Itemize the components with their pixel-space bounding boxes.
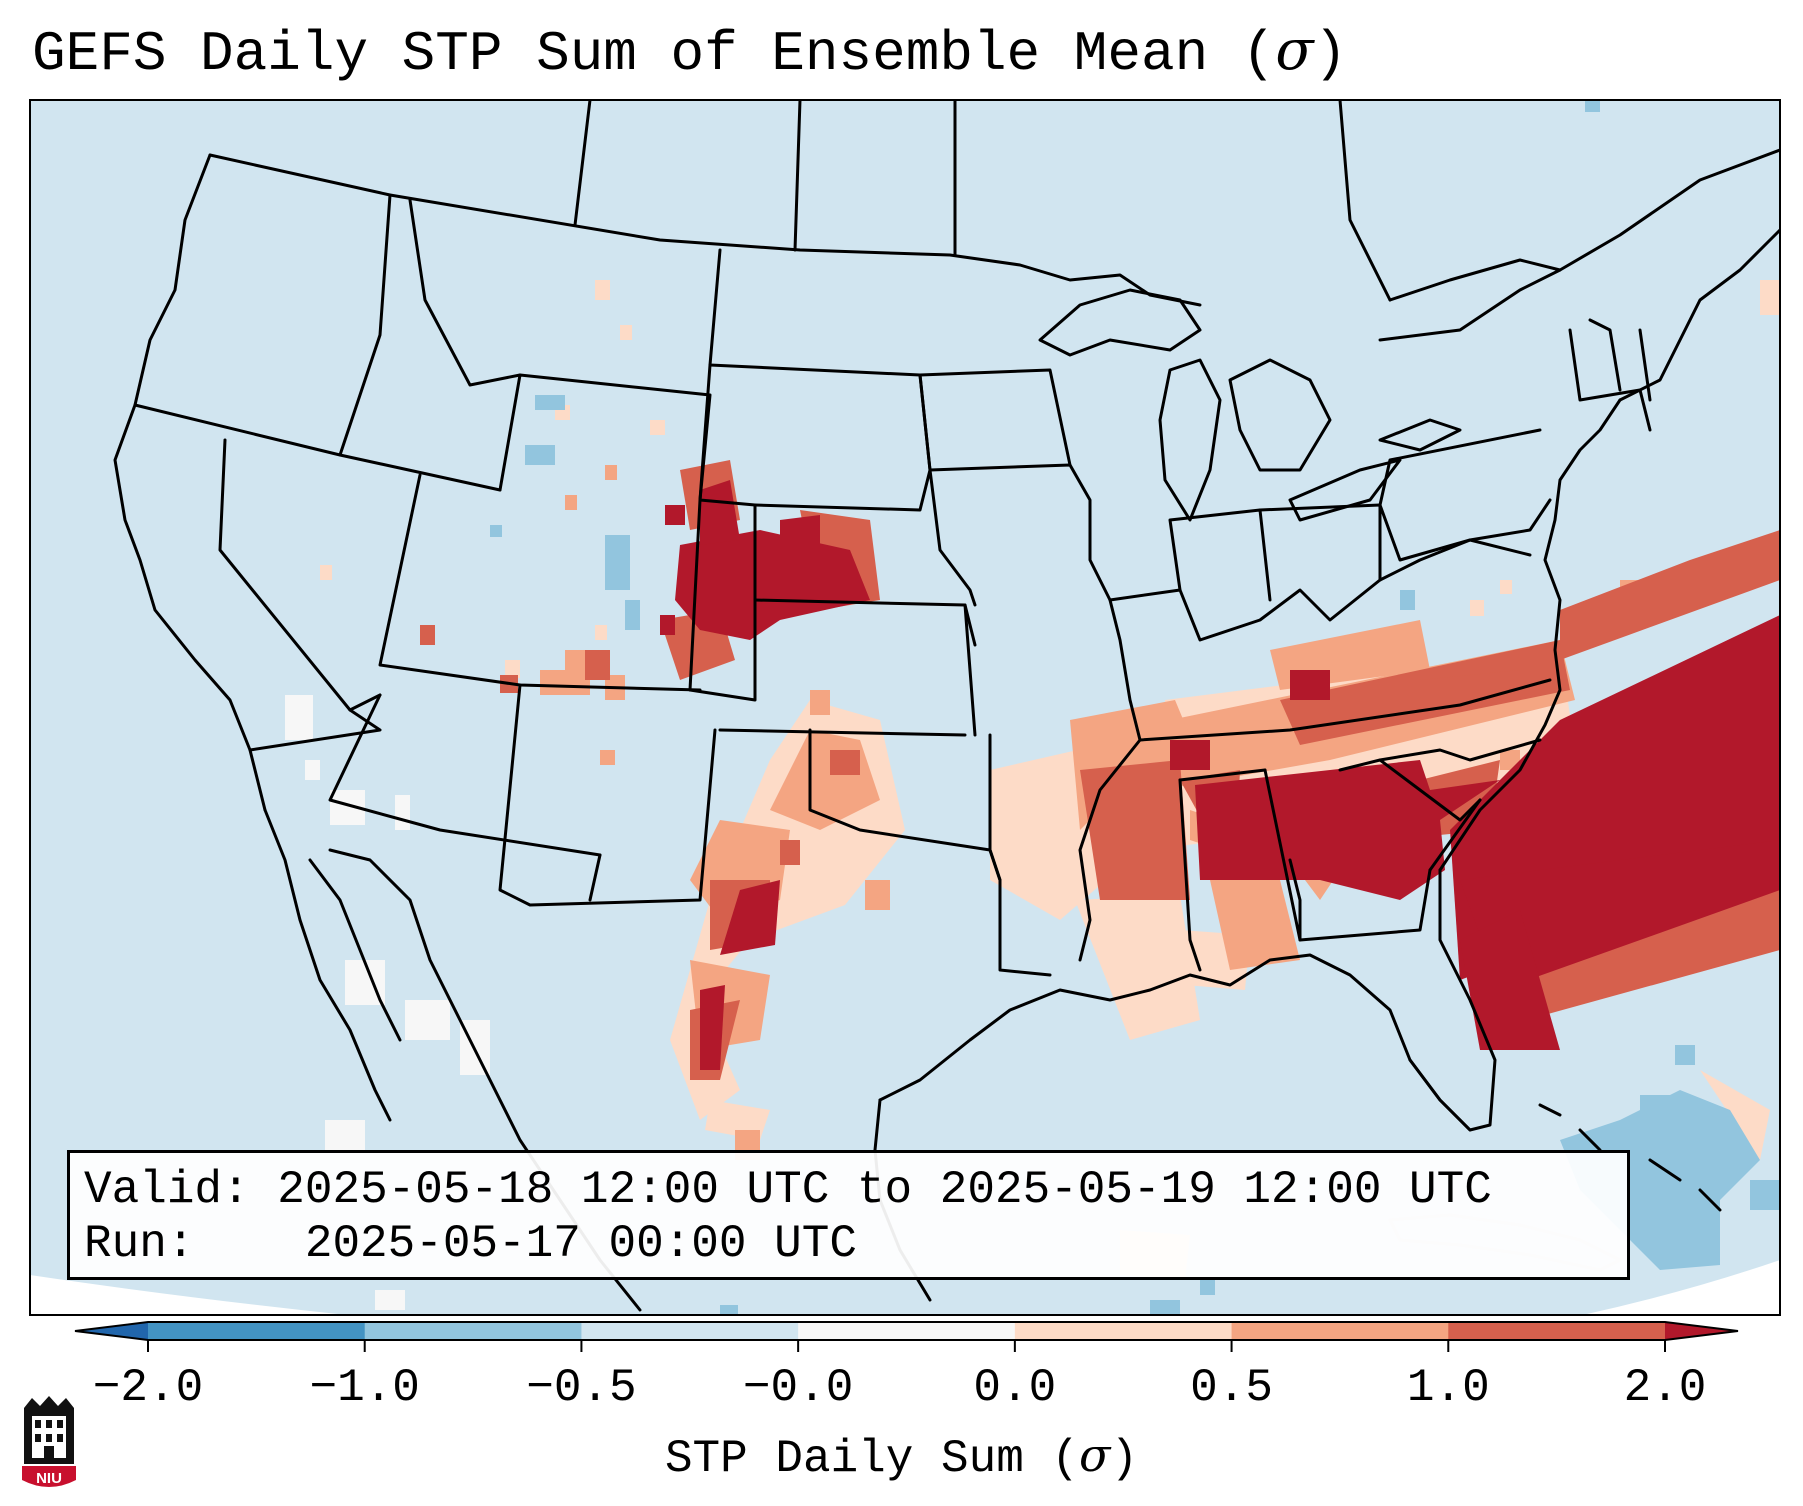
colorbar-extend-high bbox=[1665, 1322, 1738, 1340]
colorbar-bin-5 bbox=[1231, 1322, 1449, 1340]
colorbar-tick-label: −2.0 bbox=[92, 1362, 204, 1414]
colorbar-bin-2 bbox=[581, 1322, 799, 1340]
colorbar-bin-6 bbox=[1448, 1322, 1666, 1340]
colorbar-extend-low bbox=[75, 1322, 148, 1340]
colorbar-tick-label: 2.0 bbox=[1623, 1362, 1707, 1414]
political-boundaries bbox=[113, 100, 1780, 1312]
negative-cells bbox=[490, 100, 1780, 1315]
title-sigma: σ bbox=[1275, 18, 1314, 83]
colorbar-label-close: ) bbox=[1110, 1433, 1139, 1485]
valid-value: 2025-05-18 12:00 UTC to 2025-05-19 12:00… bbox=[277, 1164, 1492, 1216]
map-area bbox=[30, 100, 1780, 1315]
colorbar-label-sigma: σ bbox=[1079, 1428, 1111, 1482]
colorbar-bin-1 bbox=[364, 1322, 582, 1340]
colorbar-tick-label: 1.0 bbox=[1406, 1362, 1490, 1414]
title-text: GEFS Daily STP Sum of Ensemble Mean ( bbox=[32, 22, 1276, 86]
valid-label: Valid: bbox=[84, 1164, 250, 1216]
map-title: GEFS Daily STP Sum of Ensemble Mean (σ) bbox=[32, 18, 1347, 86]
valid-line: Valid: 2025-05-18 12:00 UTC to 2025-05-1… bbox=[84, 1163, 1613, 1217]
svg-text:NIU: NIU bbox=[36, 1470, 62, 1487]
run-label: Run: bbox=[84, 1218, 195, 1270]
title-close: ) bbox=[1313, 22, 1348, 86]
colorbar-tick-label: −0.5 bbox=[526, 1362, 637, 1414]
niu-logo: NIU bbox=[22, 1396, 76, 1487]
colorbar-tick-label: 0.5 bbox=[1190, 1362, 1273, 1414]
colorbar-tick-label: 0.0 bbox=[973, 1362, 1057, 1414]
valid-run-info-box: Valid: 2025-05-18 12:00 UTC to 2025-05-1… bbox=[67, 1150, 1630, 1280]
colorbar-bin-3 bbox=[798, 1322, 1016, 1340]
colorbar-tick-label: −1.0 bbox=[309, 1362, 420, 1414]
colorbar-bin-0 bbox=[148, 1322, 366, 1340]
colorbar-tick-label: −0.0 bbox=[742, 1362, 854, 1414]
run-line: Run: 2025-05-17 00:00 UTC bbox=[84, 1217, 1613, 1271]
stp-field bbox=[285, 100, 1780, 1315]
max-positive-cells bbox=[660, 480, 1780, 1070]
colorbar bbox=[74, 1321, 1739, 1352]
run-value: 2025-05-17 00:00 UTC bbox=[304, 1218, 857, 1270]
colorbar-label: STP Daily Sum (σ) bbox=[0, 1428, 1803, 1485]
colorbar-bin-4 bbox=[1014, 1322, 1233, 1340]
map-frame-border bbox=[29, 99, 1781, 1316]
colorbar-label-text: STP Daily Sum ( bbox=[664, 1433, 1080, 1485]
projection-domain bbox=[30, 100, 1780, 1315]
